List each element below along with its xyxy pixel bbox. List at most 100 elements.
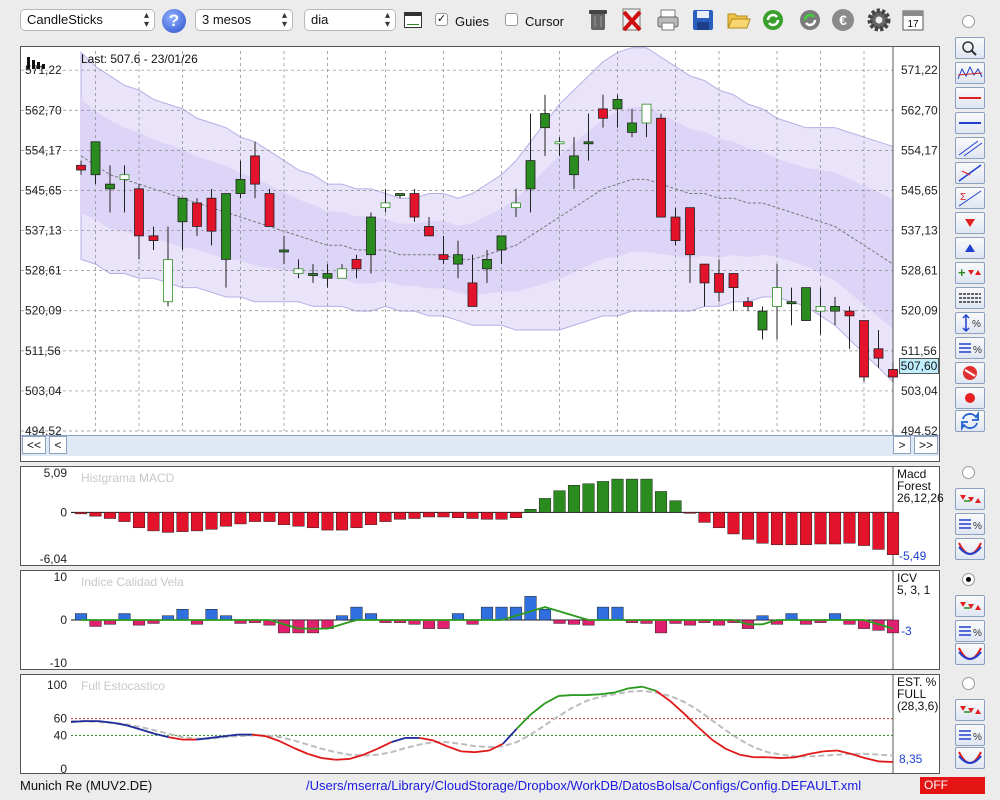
stoch-panel[interactable]: 100 60 40 0 Full Estocastico EST. % FULL (28,… — [20, 674, 940, 774]
nav-first-button[interactable]: << — [22, 436, 46, 454]
grid-lines-button[interactable] — [955, 287, 985, 309]
arrow-up-button[interactable] — [955, 237, 985, 259]
nav-next-button[interactable]: > — [893, 436, 911, 454]
candle-body — [786, 301, 797, 305]
percent-lines-button[interactable]: % — [955, 337, 985, 359]
candle-body — [163, 258, 173, 303]
arrow-down-button[interactable] — [955, 212, 985, 234]
stop-icon[interactable] — [955, 362, 985, 384]
icv-panel[interactable]: 10 0 -10 Indice Calidad Vela ICV 5, 3, 1 -3 — [20, 570, 940, 670]
stoch-k-segment — [641, 685, 657, 692]
off-badge[interactable]: OFF — [920, 777, 985, 794]
histogram-bar — [205, 512, 218, 530]
horizontal-red-line-button[interactable] — [955, 87, 985, 109]
trash-icon[interactable] — [585, 6, 611, 34]
candle-body — [583, 141, 594, 145]
stoch-k-segment — [474, 749, 490, 754]
stoch-signal-button[interactable] — [955, 699, 985, 721]
channel-tool-button[interactable] — [955, 137, 985, 159]
sync-icon[interactable] — [955, 410, 985, 432]
price-chart-panel[interactable]: 571,22 571,22 562,70 562,70 554,17 554,17 545,… — [20, 46, 940, 462]
currency-icon[interactable]: € — [830, 6, 856, 34]
macd-signal-button[interactable] — [955, 488, 985, 510]
stoch-d-line — [71, 689, 894, 758]
zoom-tool-button[interactable] — [955, 37, 985, 59]
record-icon[interactable] — [955, 387, 985, 409]
fibonacci-tool-button[interactable]: Σ — [955, 187, 985, 209]
guies-checkbox[interactable]: ✓ — [435, 13, 448, 26]
bollinger-tool-button[interactable] — [955, 62, 985, 84]
stoch-percent-button[interactable]: % — [955, 724, 985, 746]
y-tick-label-right: 511,56 — [901, 344, 937, 358]
refresh-alt-icon[interactable] — [797, 6, 823, 34]
macd-curve-button[interactable] — [955, 538, 985, 560]
stoch-k-segment — [795, 753, 810, 759]
open-folder-icon[interactable] — [725, 6, 751, 34]
histogram-bar — [524, 508, 537, 513]
gear-icon[interactable] — [866, 6, 892, 34]
histogram-bar — [553, 490, 566, 513]
candle-body — [670, 216, 681, 241]
period-select[interactable]: 3 mesos ▴ ▾ — [195, 9, 293, 31]
icv-curve-button[interactable] — [955, 643, 985, 665]
stoch-panel-radio[interactable] — [962, 677, 975, 690]
histogram-bar — [509, 606, 523, 621]
stoch-k-segment — [711, 738, 727, 750]
candle-body — [801, 287, 811, 321]
icv-panel-radio[interactable] — [962, 573, 975, 586]
stoch-k-segment — [446, 745, 462, 753]
current-price-badge: 507,60 — [899, 358, 939, 374]
y-tick-label-right: 520,09 — [901, 304, 938, 318]
main-panel-radio[interactable] — [962, 15, 975, 28]
icv-percent-button[interactable]: % — [955, 620, 985, 642]
icv-signal-button[interactable] — [955, 595, 985, 617]
stoch-k-segment — [419, 737, 434, 742]
save-icon[interactable] — [690, 6, 716, 34]
svg-text:17: 17 — [907, 19, 919, 30]
stoch-k-segment — [265, 735, 281, 743]
stoch-k-segment — [168, 736, 183, 741]
y-tick-label: 5,09 — [44, 467, 68, 480]
stoch-k-segment — [739, 753, 754, 759]
y-tick-label-right: 494,52 — [901, 424, 938, 438]
histogram-bar — [292, 512, 305, 527]
histogram-bar — [611, 478, 624, 513]
macd-percent-button[interactable]: % — [955, 513, 985, 535]
date-nav-bar — [21, 435, 939, 456]
stoch-k-segment — [809, 750, 824, 755]
window-icon[interactable] — [404, 12, 422, 28]
histogram-bar — [321, 512, 334, 531]
refresh-icon[interactable] — [760, 6, 786, 34]
histogram-bar — [422, 512, 436, 518]
candle-body — [409, 193, 420, 218]
chart-type-select[interactable]: CandleSticks ▴ ▾ — [20, 9, 155, 31]
help-icon[interactable]: ? — [162, 9, 186, 33]
interval-select[interactable]: dia ▴ ▾ — [304, 9, 396, 31]
horizontal-blue-line-button[interactable] — [955, 112, 985, 134]
scale-percent-button[interactable]: % — [955, 312, 985, 334]
candle-body — [279, 249, 289, 253]
candle-body — [743, 301, 753, 307]
config-path-link[interactable]: /Users/mserra/Library/CloudStorage/Dropb… — [306, 778, 862, 793]
histogram-bar — [567, 619, 581, 625]
stoch-curve-button[interactable] — [955, 747, 985, 769]
histogram-bar — [292, 619, 305, 634]
add-signal-button[interactable]: + — [955, 262, 985, 284]
stoch-k-segment — [293, 747, 309, 755]
chevron-updown-icon: ▴ ▾ — [143, 10, 149, 30]
candle-body — [844, 310, 855, 317]
stoch-k-segment — [850, 753, 866, 759]
calendar-icon[interactable]: 17 — [900, 6, 926, 34]
histogram-bar — [74, 613, 88, 621]
histogram-bar — [712, 512, 726, 529]
nav-prev-button[interactable]: < — [49, 436, 67, 454]
delete-icon[interactable] — [619, 6, 645, 34]
stoch-k-segment — [279, 740, 295, 749]
histogram-bar — [132, 512, 146, 529]
cursor-checkbox[interactable] — [505, 13, 518, 26]
macd-panel-radio[interactable] — [962, 466, 975, 479]
macd-panel[interactable]: 5,09 0 -6,04 Histgrama MACD Macd Forest 26,1… — [20, 466, 944, 566]
print-icon[interactable] — [655, 6, 681, 34]
nav-last-button[interactable]: >> — [914, 436, 938, 454]
trendline-tool-button[interactable] — [955, 162, 985, 184]
